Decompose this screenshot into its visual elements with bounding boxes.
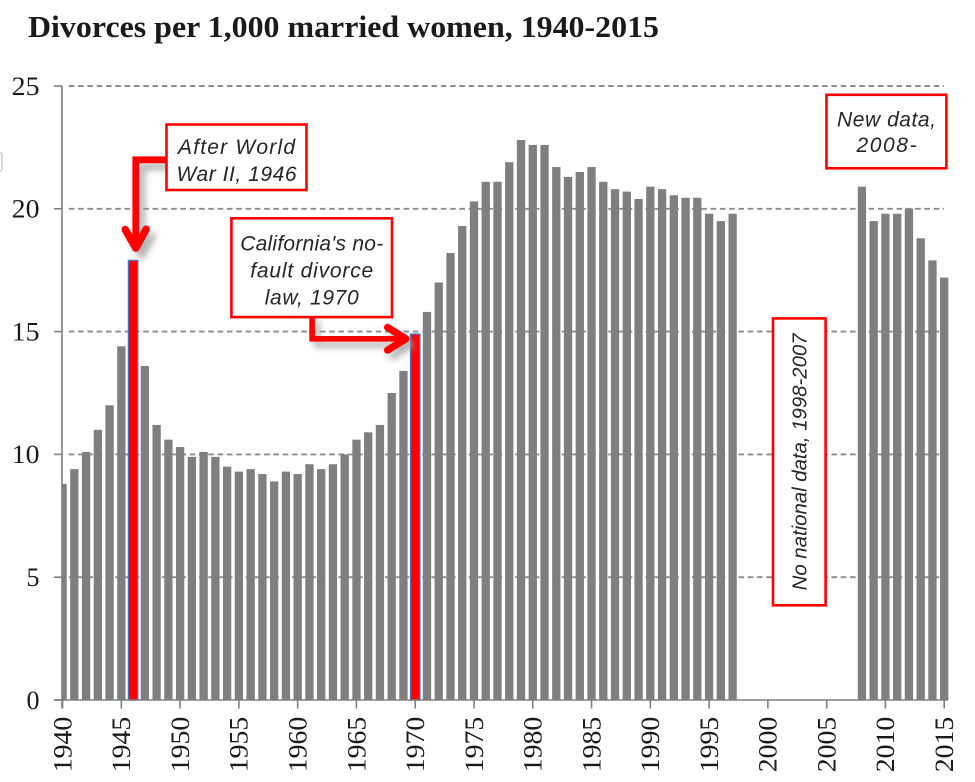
svg-text:No national data, 1998-2007: No national data, 1998-2007 xyxy=(790,333,812,591)
svg-text:1995: 1995 xyxy=(695,717,724,773)
svg-text:2010: 2010 xyxy=(871,717,900,773)
svg-text:1960: 1960 xyxy=(283,717,312,773)
svg-text:15: 15 xyxy=(12,317,40,346)
svg-text:1985: 1985 xyxy=(577,717,606,773)
svg-text:New data,: New data, xyxy=(837,109,936,132)
svg-text:20: 20 xyxy=(12,195,40,224)
svg-text:1950: 1950 xyxy=(166,717,195,773)
svg-text:25: 25 xyxy=(12,72,40,101)
svg-text:1970: 1970 xyxy=(401,717,430,773)
svg-text:1965: 1965 xyxy=(342,717,371,773)
svg-text:War II, 1946: War II, 1946 xyxy=(177,163,297,186)
svg-text:5: 5 xyxy=(27,563,40,592)
svg-text:1990: 1990 xyxy=(636,717,665,773)
svg-text:1980: 1980 xyxy=(519,717,548,773)
svg-text:2008-: 2008- xyxy=(856,134,917,157)
svg-text:10: 10 xyxy=(12,440,40,469)
svg-text:fault divorce: fault divorce xyxy=(250,260,373,283)
svg-text:0: 0 xyxy=(27,686,40,715)
svg-text:Divorces per 1,000 married wom: Divorces per 1,000 married women, 1940-2… xyxy=(28,10,659,44)
svg-text:2015: 2015 xyxy=(930,717,959,773)
svg-text:law, 1970: law, 1970 xyxy=(265,287,359,310)
svg-text:California's no-: California's no- xyxy=(240,233,383,256)
svg-text:1945: 1945 xyxy=(107,717,136,773)
svg-text:1955: 1955 xyxy=(225,717,254,773)
svg-text:2000: 2000 xyxy=(754,717,783,773)
svg-text:1975: 1975 xyxy=(460,717,489,773)
svg-text:2005: 2005 xyxy=(812,717,841,773)
svg-text:After World: After World xyxy=(176,136,296,159)
svg-text:1940: 1940 xyxy=(48,717,77,773)
